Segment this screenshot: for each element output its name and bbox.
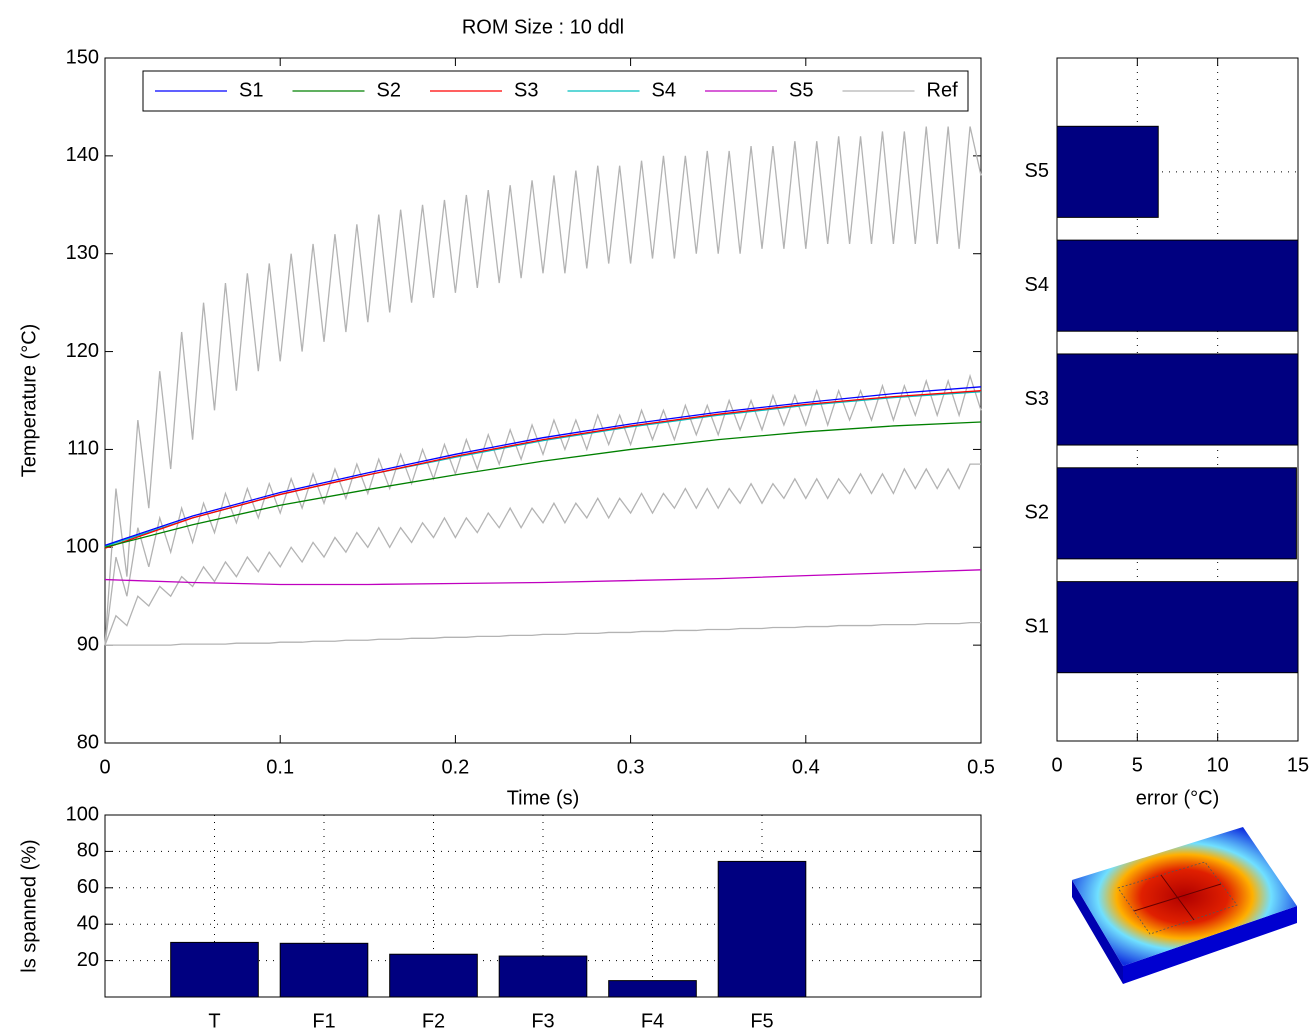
- y-tick-label: 150: [66, 46, 99, 68]
- y-tick-label: 90: [77, 633, 99, 655]
- legend-label: S3: [514, 79, 538, 101]
- y-tick-label: 40: [77, 912, 99, 934]
- y-tick-label: 110: [67, 438, 99, 460]
- y-tick-label: 60: [77, 876, 99, 898]
- y-tick-label: S4: [1025, 274, 1049, 296]
- bar: [1056, 467, 1297, 560]
- legend-label: S4: [652, 79, 676, 101]
- x-tick-label: F4: [641, 1010, 664, 1030]
- y-tick-label: 100: [66, 536, 99, 558]
- x-tick-label: F5: [750, 1010, 773, 1030]
- chip-outline: [1117, 861, 1238, 935]
- axes-frame: [104, 57, 982, 744]
- series-line: [104, 386, 982, 546]
- y-tick-label: S3: [1025, 388, 1049, 410]
- y-tick-label: 100: [66, 803, 99, 825]
- x-tick-label: F3: [531, 1010, 554, 1030]
- thermal-model-image: [1072, 827, 1297, 984]
- bar: [170, 941, 259, 998]
- x-tick-label: 0: [1051, 754, 1062, 776]
- x-axis-label: Time (s): [507, 787, 580, 809]
- legend-label: Ref: [927, 79, 959, 101]
- x-tick-label: 0.5: [967, 756, 995, 778]
- bar: [1056, 581, 1299, 674]
- bar: [498, 955, 588, 998]
- x-tick-label: F2: [422, 1010, 445, 1030]
- x-tick-label: F1: [312, 1010, 335, 1030]
- x-tick-label: 0.2: [441, 756, 469, 778]
- bar: [279, 942, 369, 998]
- y-tick-label: 20: [77, 949, 99, 971]
- chip-divider: [1133, 883, 1222, 912]
- ref-line: [105, 621, 981, 646]
- x-tick-label: 0.3: [617, 756, 645, 778]
- axes-frame: [1056, 57, 1299, 742]
- legend-box: [142, 70, 969, 112]
- axes-frame: [104, 814, 982, 998]
- y-tick-label: S1: [1025, 615, 1049, 637]
- bar: [389, 953, 478, 998]
- series-line: [104, 390, 982, 549]
- x-tick-label: 15: [1287, 754, 1309, 776]
- y-tick-label: 80: [77, 840, 99, 862]
- y-axis-label: ls spanned (%): [18, 839, 40, 972]
- bar: [717, 860, 807, 998]
- x-axis-label: error (°C): [1136, 787, 1220, 809]
- y-tick-label: 120: [66, 340, 99, 362]
- legend-label: S1: [239, 79, 263, 101]
- ref-line: [104, 126, 982, 646]
- ref-line: [104, 373, 982, 646]
- ref-line: [104, 463, 981, 646]
- bar: [1056, 239, 1299, 332]
- series-line: [104, 421, 982, 548]
- x-tick-label: 0.4: [792, 756, 820, 778]
- x-tick-label: 10: [1207, 754, 1229, 776]
- bar: [608, 980, 697, 998]
- x-tick-label: 0.1: [266, 756, 294, 778]
- y-tick-label: S2: [1025, 502, 1049, 524]
- y-axis-label: Temperature (°C): [18, 324, 40, 478]
- y-tick-label: 140: [66, 144, 99, 166]
- chart-title: ROM Size : 10 ddl: [462, 16, 624, 38]
- slab-top: [1072, 827, 1297, 966]
- bar: [1056, 353, 1299, 446]
- series-line: [104, 569, 982, 586]
- x-tick-label: 0: [99, 756, 110, 778]
- y-tick-label: S5: [1025, 160, 1049, 182]
- legend-label: S2: [377, 79, 401, 101]
- slab-front: [1123, 906, 1297, 984]
- slab-side: [1072, 880, 1123, 984]
- x-tick-label: T: [208, 1010, 220, 1030]
- y-tick-label: 80: [77, 731, 99, 753]
- legend-label: S5: [789, 79, 813, 101]
- y-tick-label: 130: [66, 242, 99, 264]
- x-tick-label: 5: [1132, 754, 1143, 776]
- bar: [1056, 125, 1159, 218]
